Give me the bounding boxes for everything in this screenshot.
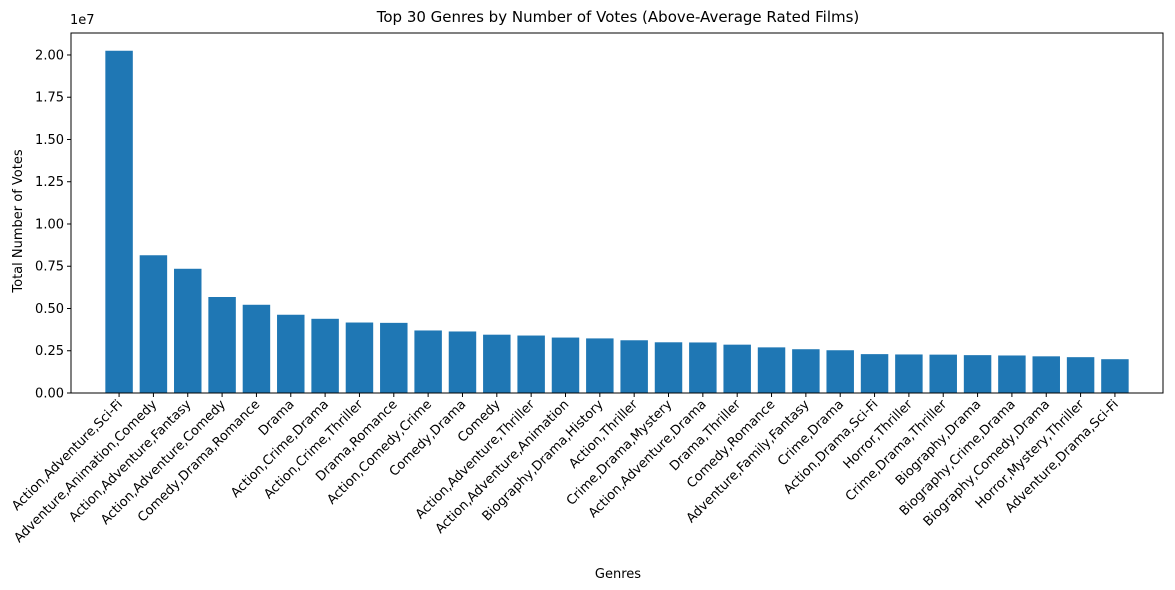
bar — [620, 340, 648, 393]
bar — [139, 255, 168, 393]
bar — [1032, 356, 1060, 393]
y-tick-label: 0.75 — [35, 260, 64, 275]
chart-title: Top 30 Genres by Number of Votes (Above-… — [376, 8, 860, 26]
bar — [586, 338, 614, 393]
y-tick-label: 1.75 — [35, 91, 64, 106]
bar — [1101, 359, 1129, 393]
y-axis-offset-text: 1e7 — [70, 13, 95, 28]
bar — [689, 342, 717, 393]
axes-frame — [70, 32, 1164, 394]
y-tick-label: 1.00 — [35, 217, 64, 232]
bar — [1066, 357, 1095, 393]
bar — [860, 354, 889, 393]
bar — [895, 354, 923, 393]
bar — [311, 318, 339, 393]
bar — [448, 331, 477, 393]
bar — [105, 50, 133, 393]
bar — [208, 297, 236, 393]
y-tick-label: 0.50 — [35, 302, 64, 317]
y-axis-label: Total Number of Votes — [11, 149, 26, 293]
bar — [345, 322, 374, 393]
bar — [963, 355, 992, 393]
bar — [517, 335, 545, 393]
bar — [792, 349, 820, 393]
y-tick-label: 1.50 — [35, 133, 64, 148]
y-tick-label: 0.00 — [35, 387, 64, 402]
bar — [998, 355, 1026, 393]
bar — [277, 314, 305, 393]
bar — [929, 354, 957, 393]
bar — [380, 322, 408, 393]
y-tick-label: 0.25 — [35, 344, 64, 359]
x-axis-label: Genres — [595, 567, 641, 582]
bar — [483, 334, 511, 393]
y-tick-label: 2.00 — [35, 48, 64, 63]
bar — [551, 337, 580, 393]
bar — [242, 304, 271, 393]
bar — [757, 347, 786, 393]
bar — [654, 342, 683, 393]
bar — [826, 350, 854, 393]
bar — [414, 330, 442, 393]
bar — [723, 344, 751, 393]
bar — [174, 268, 202, 393]
y-tick-label: 1.25 — [35, 175, 64, 190]
